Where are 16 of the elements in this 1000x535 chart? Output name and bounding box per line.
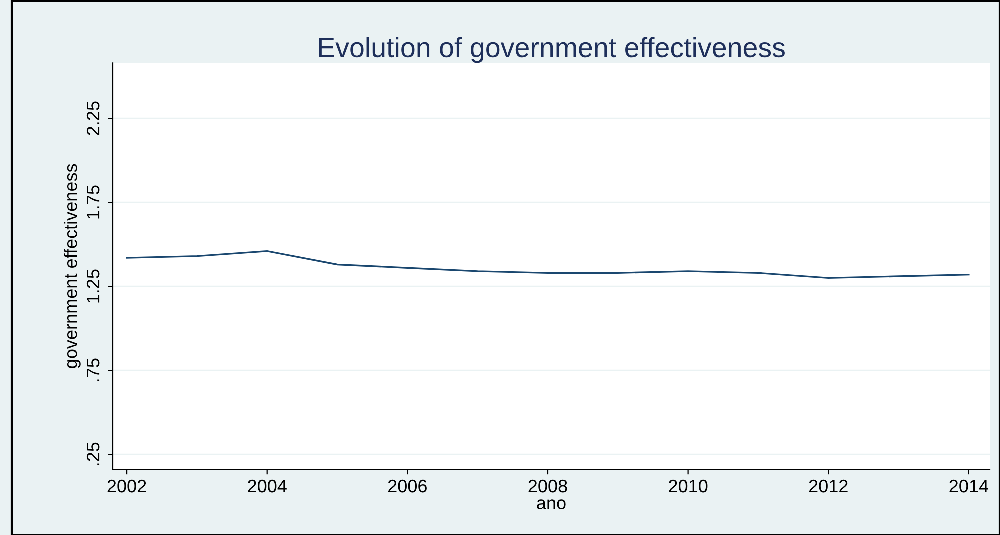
line-series [126,250,970,280]
y-axis-title: government effectiveness [64,164,81,368]
x-tick-label: 2008 [528,480,568,493]
x-tick-label: 2010 [669,480,708,493]
y-tick-label: 2.25 [86,102,100,136]
y-tick-label: .25 [86,442,100,466]
x-tick-label: 2012 [809,480,848,493]
x-axis-title: ano [537,500,566,510]
y-tick-label: 1.25 [86,270,100,303]
x-tick-label: 2014 [950,480,989,493]
y-tick-label: 1.75 [87,186,100,219]
x-tick-label: 2004 [248,480,287,493]
x-tick-label: 2002 [108,480,146,493]
x-tick-label: 2006 [388,480,427,493]
chart-title: Evolution of government effectiveness [319,37,785,64]
y-tick-label: .75 [87,358,100,382]
